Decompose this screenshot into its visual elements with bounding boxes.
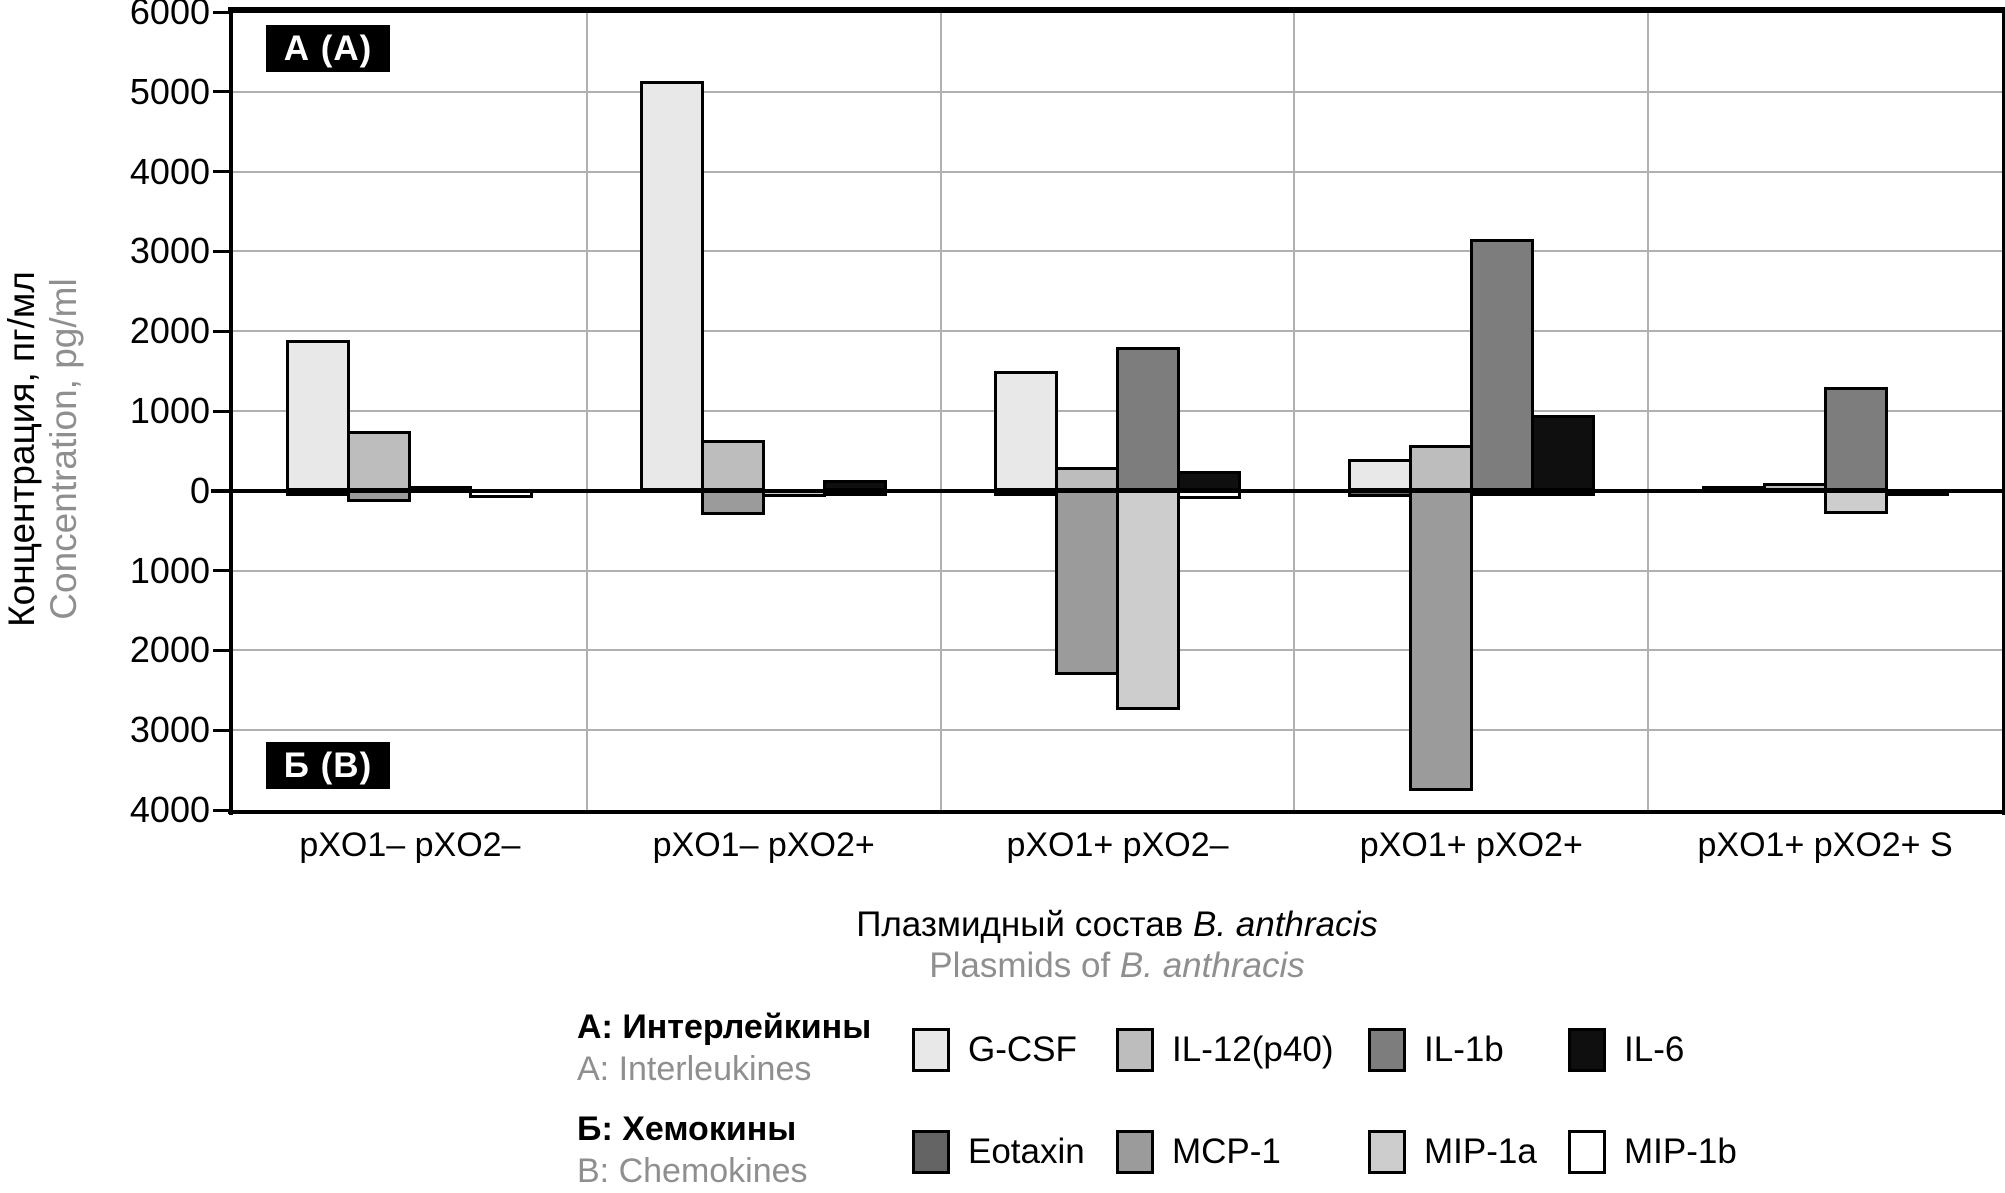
- legend-series-label: IL-6: [1624, 1030, 1685, 1069]
- x-category-label: pXO1+ pXO2+: [1359, 826, 1583, 864]
- legend-series-label: MIP-1b: [1624, 1132, 1737, 1171]
- legend-series-label: MCP-1: [1172, 1132, 1281, 1171]
- y-tick-label: 5000: [129, 70, 210, 112]
- x-category-label: pXO1– pXO2+: [652, 826, 875, 864]
- y-tick-label: 2000: [129, 629, 210, 671]
- h-gridline: [233, 250, 2002, 253]
- y-axis-tick: [213, 329, 233, 333]
- x-axis-title-ru-text: Плазмидный состав: [856, 905, 1193, 944]
- legend-row-a-title-en: A: Interleukines: [577, 1050, 812, 1088]
- plot-border-bottom: [228, 810, 2005, 814]
- plot-border-top: [228, 7, 2005, 13]
- bar-IL-1b-3: [1469, 238, 1534, 491]
- legend-row-b-title-ru: Б: Хемокины: [577, 1110, 797, 1148]
- bar-IL-6-2: [1177, 470, 1241, 491]
- bar-G-CSF-2: [994, 371, 1058, 491]
- y-tick-label: 2000: [129, 310, 210, 352]
- panel-b-label-box: Б (B): [266, 742, 390, 789]
- bar-IL-6-3: [1530, 414, 1595, 491]
- legend-series-label: G-CSF: [968, 1030, 1077, 1069]
- y-axis-title-ru: Концентрация, пг/мл: [1, 271, 42, 627]
- v-gridline: [939, 12, 942, 810]
- h-gridline: [233, 330, 2002, 333]
- legend-row-b-title: Б: Хемокины B: Chemokines: [577, 1108, 808, 1192]
- panel-a-label-box: А (A): [266, 25, 390, 72]
- legend-swatch-IL-1b: [1368, 1028, 1406, 1072]
- panel-b-label: Б (B): [283, 745, 373, 785]
- y-axis-tick: [213, 170, 233, 174]
- v-gridline: [585, 12, 588, 810]
- x-axis-title-ru: Плазмидный состав B. anthracis: [617, 904, 1617, 946]
- legend-row-a-title-ru: А: Интерлейкины: [577, 1008, 872, 1046]
- x-category-label: pXO1+ pXO2+ S: [1697, 826, 1953, 864]
- bar-IL-1b-2: [1116, 347, 1180, 491]
- bar-MCP-1-2: [1055, 489, 1119, 675]
- y-axis-tick: [213, 648, 233, 652]
- y-tick-label: 1000: [129, 390, 210, 431]
- legend-swatch-G-CSF: [912, 1028, 950, 1072]
- legend-series-label: IL-12(p40): [1172, 1030, 1334, 1069]
- plot-border-right: [2002, 7, 2005, 815]
- legend-swatch-MIP-1b: [1568, 1130, 1606, 1174]
- bar-IL-12(p40)-1: [701, 439, 766, 491]
- y-axis-tick: [213, 409, 233, 413]
- h-gridline: [233, 170, 2002, 173]
- legend-swatch-IL-12(p40): [1116, 1028, 1154, 1072]
- v-gridline: [1293, 12, 1296, 810]
- x-category-label: pXO1– pXO2–: [299, 826, 521, 864]
- y-tick-label: 1000: [129, 549, 210, 591]
- h-gridline: [233, 90, 2002, 93]
- y-tick-label: 3000: [129, 709, 210, 751]
- bar-IL-12(p40)-2: [1055, 466, 1119, 491]
- legend-series-label: MIP-1a: [1424, 1132, 1537, 1171]
- x-axis-title-en-species2: B. anthracis: [1119, 946, 1305, 985]
- bar-G-CSF-0: [286, 339, 351, 491]
- legend-row-b-title-en: B: Chemokines: [577, 1152, 808, 1190]
- legend-swatch-MCP-1: [1116, 1130, 1154, 1174]
- y-tick-label: 3000: [129, 230, 210, 272]
- legend-row-a-title: А: Интерлейкины A: Interleukines: [577, 1006, 871, 1090]
- y-axis-tick: [213, 10, 233, 14]
- bar-G-CSF-1: [640, 81, 705, 491]
- x-axis-title-ru-species: B. anthracis: [1192, 905, 1378, 944]
- zero-line: [211, 488, 2002, 493]
- x-axis-title-en-text: Plasmids of: [929, 946, 1120, 985]
- bar-IL-12(p40)-3: [1408, 444, 1473, 491]
- y-axis-tick: [213, 808, 233, 812]
- y-tick-label: 4000: [129, 150, 210, 192]
- y-axis-tick: [213, 249, 233, 253]
- legend-swatch-IL-6: [1568, 1028, 1606, 1072]
- y-axis-tick: [213, 569, 233, 573]
- x-category-label: pXO1+ pXO2–: [1006, 826, 1229, 864]
- h-gridline: [233, 729, 2002, 732]
- bar-MCP-1-3: [1408, 489, 1473, 792]
- bar-G-CSF-3: [1347, 458, 1412, 491]
- y-tick-label: 4000: [129, 789, 210, 830]
- bar-MIP-1a-4: [1823, 489, 1888, 514]
- bar-MCP-1-1: [701, 489, 766, 516]
- bar-IL-12(p40)-0: [347, 430, 412, 491]
- y-axis-tick: [213, 90, 233, 94]
- bar-MIP-1a-2: [1116, 489, 1180, 711]
- panel-a-label: А (A): [283, 28, 373, 68]
- legend-swatch-MIP-1a: [1368, 1130, 1406, 1174]
- v-gridline: [1647, 12, 1650, 810]
- y-axis-tick: [213, 489, 233, 493]
- y-axis-tick: [213, 728, 233, 732]
- y-tick-label: 0: [189, 469, 210, 511]
- bar-IL-1b-4: [1823, 387, 1888, 491]
- legend-series-label: IL-1b: [1424, 1030, 1504, 1069]
- y-tick-label: 6000: [129, 0, 210, 32]
- y-axis-title-en: Concentration, pg/ml: [43, 278, 84, 620]
- x-axis-title-en: Plasmids of B. anthracis: [617, 945, 1617, 987]
- legend-swatch-Eotaxin: [912, 1130, 950, 1174]
- legend-series-label: Eotaxin: [968, 1132, 1085, 1171]
